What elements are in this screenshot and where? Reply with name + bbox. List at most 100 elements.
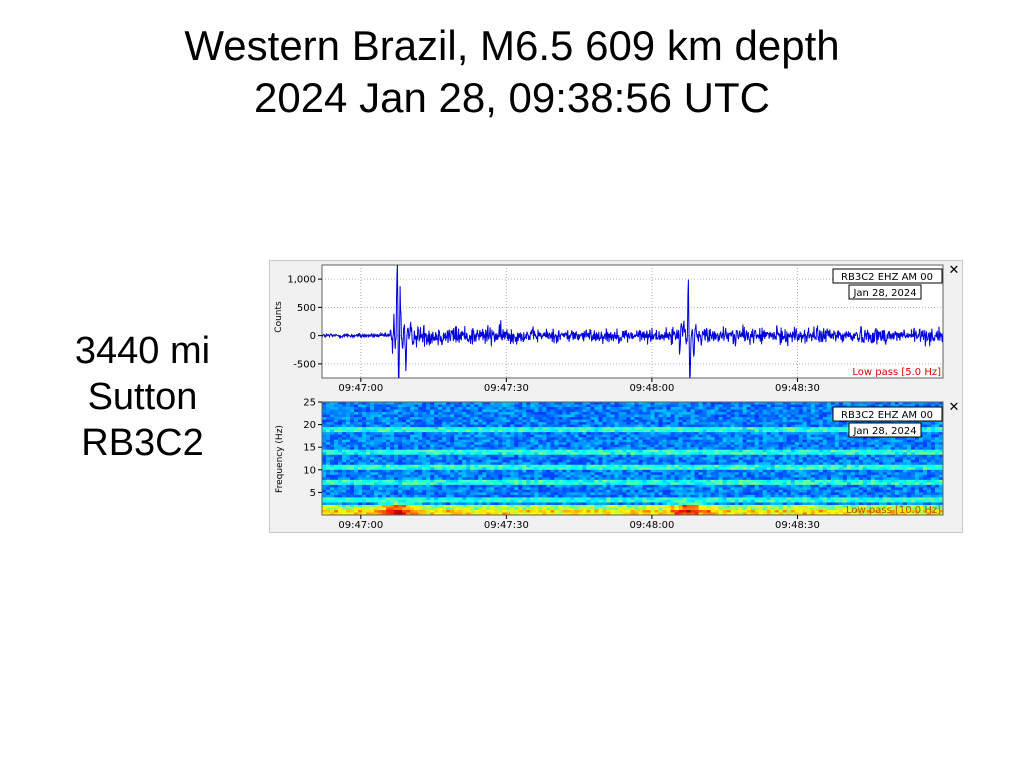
spectrogram-cell xyxy=(346,477,351,481)
spectrogram-cell xyxy=(666,477,671,481)
spectrogram-cell xyxy=(782,462,788,466)
spectrogram-cell xyxy=(422,479,427,483)
close-icon[interactable]: ✕ xyxy=(949,263,960,278)
spectrogram-cell xyxy=(934,404,940,408)
spectrogram-cell xyxy=(450,432,455,436)
spectrogram-cell xyxy=(562,409,567,413)
spectrogram-cell xyxy=(778,414,784,418)
spectrogram-cell xyxy=(710,454,716,458)
spectrogram-cell xyxy=(626,412,631,415)
spectrogram-cell xyxy=(758,417,764,420)
spectrogram-cell xyxy=(466,462,471,466)
spectrogram-cell xyxy=(334,434,339,438)
spectrogram-cell xyxy=(694,419,700,423)
spectrogram-cell xyxy=(802,419,808,423)
spectrogram-cell xyxy=(658,434,663,438)
spectrogram-cell xyxy=(770,469,776,473)
spectrogram-cell xyxy=(718,454,724,458)
spectrogram-cell xyxy=(606,402,611,405)
spectrogram-cell xyxy=(742,434,748,438)
spectrogram-cell xyxy=(638,442,643,446)
spectrogram-cell xyxy=(662,427,667,431)
spectrogram-cell xyxy=(814,447,820,451)
spectrogram-cell xyxy=(510,477,515,481)
spectrogram-cell xyxy=(522,404,527,408)
spectrogram-cell xyxy=(550,464,555,468)
spectrogram-cell xyxy=(798,472,804,476)
spectrogram-cell xyxy=(342,407,347,410)
spectrogram-cell xyxy=(446,449,451,453)
spectrogram-cell xyxy=(666,454,671,458)
spectrogram-cell xyxy=(458,454,463,458)
spectrogram-cell xyxy=(654,434,659,438)
spectrogram-cell xyxy=(690,464,695,468)
spectrogram-cell xyxy=(670,404,675,408)
spectrogram-cell xyxy=(422,447,427,451)
spectrogram-cell xyxy=(434,442,439,446)
spectrogram-cell xyxy=(358,469,363,473)
spectrogram-cell xyxy=(702,477,708,481)
spectrogram-cell xyxy=(686,457,691,461)
spectrogram-cell xyxy=(822,474,828,478)
spectrogram-cell xyxy=(658,417,663,420)
spectrogram-cell xyxy=(506,412,511,415)
spectrogram-cell xyxy=(510,474,515,478)
spectrogram-cell xyxy=(738,417,744,420)
spectrogram-cell xyxy=(914,469,920,473)
spectrogram-cell xyxy=(858,467,864,471)
spectrogram-cell xyxy=(862,457,868,461)
spectrogram-cell xyxy=(938,439,944,443)
spectrogram-cell xyxy=(590,469,595,473)
spectrogram-cell xyxy=(854,402,860,405)
spectrogram-cell xyxy=(754,462,760,466)
spectrogram-cell xyxy=(558,459,563,463)
spectrogram-cell xyxy=(782,454,788,458)
spectrogram-cell xyxy=(450,474,455,478)
spectrogram-cell xyxy=(546,434,551,438)
spectrogram-cell xyxy=(338,422,343,425)
spectrogram-cell xyxy=(670,472,675,476)
spectrogram-cell xyxy=(766,439,772,443)
spectrogram-cell xyxy=(434,449,439,453)
spectrogram-cell xyxy=(534,449,539,453)
spectrogram-cell xyxy=(410,477,415,481)
spectrogram-cell xyxy=(742,442,748,446)
spectrogram-cell xyxy=(806,472,812,476)
spectrogram-cell xyxy=(918,404,924,408)
spectrogram-cell xyxy=(730,442,736,446)
spectrogram-cell xyxy=(362,419,367,423)
spectrogram-cell xyxy=(766,422,772,425)
spectrogram-cell xyxy=(790,457,796,461)
spectrogram-cell xyxy=(734,432,740,436)
spectrogram-cell xyxy=(506,404,511,408)
spectrogram-cell xyxy=(458,434,463,438)
spectrogram-cell xyxy=(550,479,555,483)
spectrogram-cell xyxy=(342,449,347,453)
spectrogram-cell xyxy=(426,477,431,481)
spectrogram-cell xyxy=(746,462,752,466)
spectrogram-cell xyxy=(714,419,720,423)
spectrogram-cell xyxy=(826,444,832,448)
spectrogram-cell xyxy=(446,422,451,425)
spectrogram-cell xyxy=(674,424,679,428)
spectrogram-cell xyxy=(386,414,391,418)
spectrogram-cell xyxy=(918,457,924,461)
spectrogram-cell xyxy=(338,439,343,443)
spectrogram-cell xyxy=(606,404,611,408)
spectrogram-cell xyxy=(358,462,363,466)
spectrogram-cell xyxy=(434,447,439,451)
spectrogram-cell xyxy=(330,434,335,438)
spectrogram-cell xyxy=(826,414,832,418)
spectrogram-cell xyxy=(934,434,940,438)
spectrogram-cell xyxy=(466,477,471,481)
spectrogram-cell xyxy=(650,449,655,453)
spectrogram-cell xyxy=(870,457,876,461)
spectrogram-cell xyxy=(542,469,547,473)
spectrogram-cell xyxy=(430,462,435,466)
spectrogram-cell xyxy=(850,442,856,446)
spectrogram-cell xyxy=(442,409,447,413)
spectrogram-cell xyxy=(390,412,395,415)
spectrogram-cell xyxy=(546,402,551,405)
spectrogram-cell xyxy=(814,424,820,428)
spectrogram-cell xyxy=(342,424,347,428)
